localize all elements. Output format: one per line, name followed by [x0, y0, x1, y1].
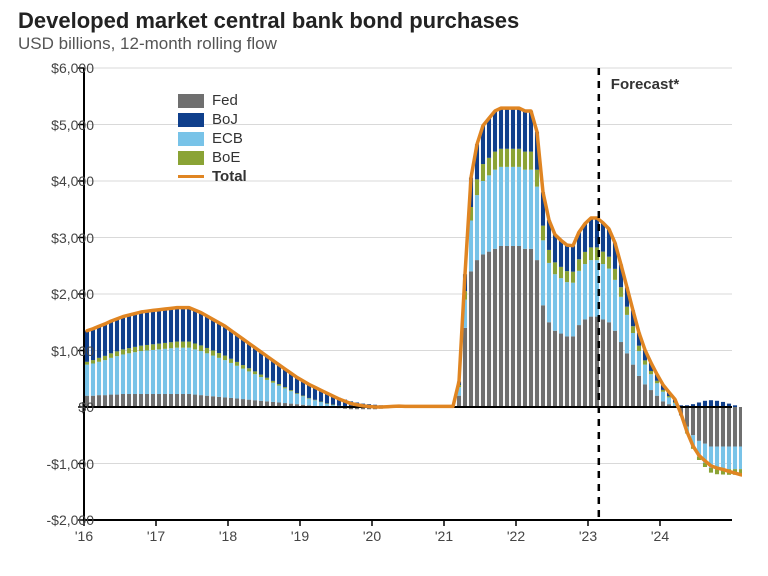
- y-axis-label: $2,000: [51, 286, 94, 302]
- legend-label: ECB: [212, 130, 243, 147]
- legend: Fed BoJ ECB BoE Total: [178, 92, 247, 187]
- y-axis-label: $0: [78, 399, 94, 415]
- legend-swatch: [178, 132, 204, 146]
- x-axis-label: '17: [147, 528, 165, 544]
- legend-label: Fed: [212, 92, 238, 109]
- x-axis-label: '21: [435, 528, 453, 544]
- legend-item: ECB: [178, 130, 247, 147]
- y-axis-label: $4,000: [51, 173, 94, 189]
- legend-label: BoE: [212, 149, 240, 166]
- legend-item: BoJ: [178, 111, 247, 128]
- legend-swatch: [178, 151, 204, 165]
- legend-item: BoE: [178, 149, 247, 166]
- legend-label: BoJ: [212, 111, 238, 128]
- x-axis-label: '20: [363, 528, 381, 544]
- x-axis-label: '24: [651, 528, 669, 544]
- legend-label: Total: [212, 168, 247, 185]
- chart-subtitle: USD billions, 12-month rolling flow: [18, 34, 277, 54]
- y-axis-label: $5,000: [51, 117, 94, 133]
- legend-swatch: [178, 94, 204, 108]
- x-axis-label: '22: [507, 528, 525, 544]
- chart-title: Developed market central bank bond purch…: [18, 8, 519, 34]
- y-axis-label: -$2,000: [47, 512, 94, 528]
- y-axis-label: $1,000: [51, 343, 94, 359]
- legend-swatch: [178, 113, 204, 127]
- y-axis-label: -$1,000: [47, 456, 94, 472]
- x-axis-label: '19: [291, 528, 309, 544]
- legend-item: Fed: [178, 92, 247, 109]
- legend-swatch: [178, 175, 204, 178]
- x-axis-label: '23: [579, 528, 597, 544]
- legend-item: Total: [178, 168, 247, 185]
- x-axis-label: '18: [219, 528, 237, 544]
- y-axis-label: $6,000: [51, 60, 94, 76]
- x-axis-label: '16: [75, 528, 93, 544]
- chart-container: Developed market central bank bond purch…: [0, 0, 768, 576]
- forecast-label: Forecast*: [611, 76, 679, 93]
- y-axis-label: $3,000: [51, 230, 94, 246]
